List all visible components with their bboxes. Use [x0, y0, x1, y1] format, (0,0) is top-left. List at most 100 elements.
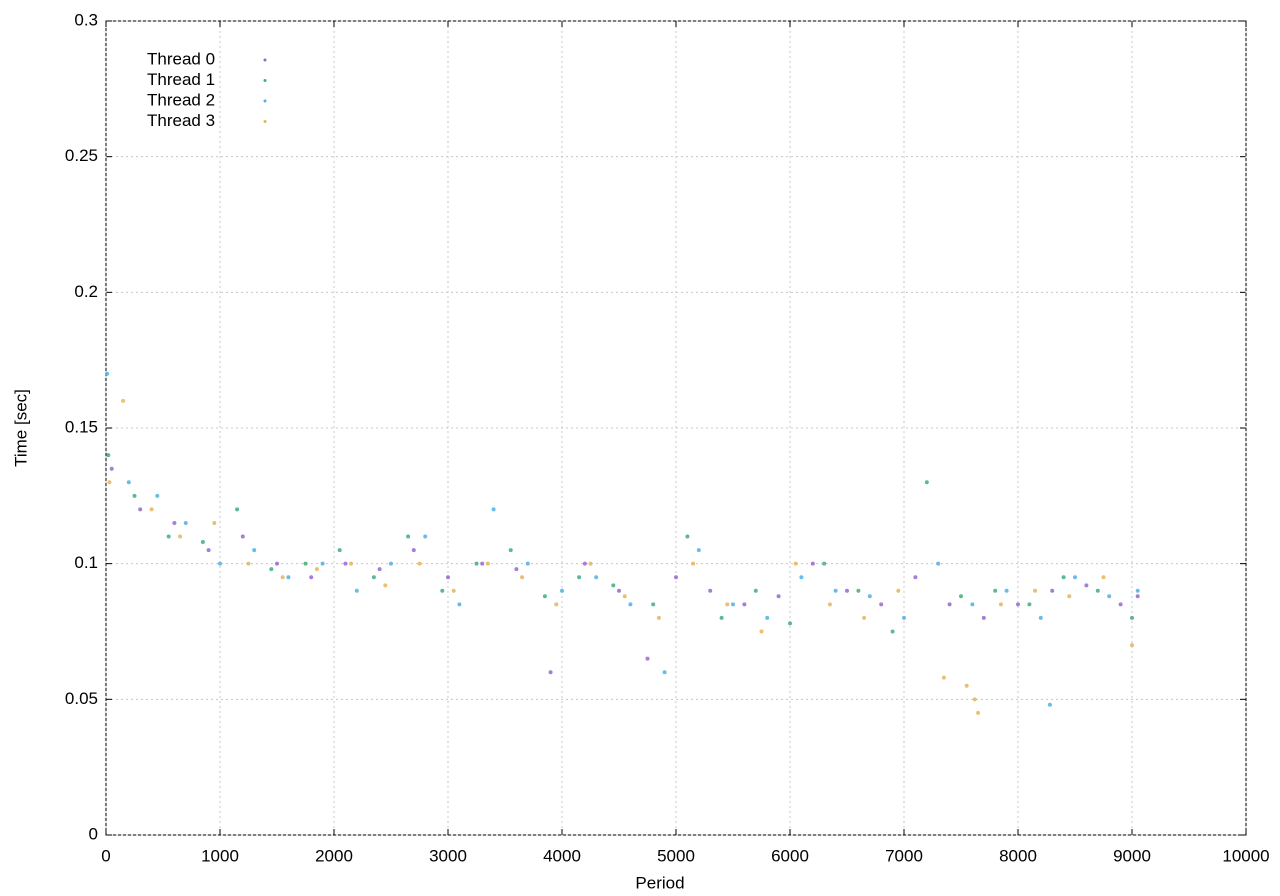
- point: [508, 548, 513, 553]
- point: [1107, 594, 1112, 599]
- y-tick-label: 0.05: [65, 689, 98, 708]
- point: [218, 561, 222, 566]
- legend-label: Thread 2: [147, 90, 215, 109]
- y-tick-label: 0.2: [74, 282, 98, 301]
- point: [337, 548, 342, 553]
- point: [200, 539, 205, 544]
- point: [1130, 615, 1134, 620]
- point: [913, 575, 918, 580]
- point: [377, 567, 382, 572]
- point: [269, 567, 274, 572]
- point: [628, 602, 633, 607]
- point: [451, 588, 456, 593]
- point: [109, 466, 114, 471]
- point: [941, 675, 946, 680]
- x-axis-label: Period: [635, 873, 684, 892]
- point: [947, 602, 952, 607]
- point: [981, 615, 986, 620]
- point: [725, 602, 730, 607]
- point: [708, 588, 713, 593]
- point: [1130, 643, 1134, 648]
- point: [178, 534, 183, 539]
- point: [514, 567, 519, 572]
- point: [349, 561, 354, 566]
- point: [389, 561, 393, 566]
- point: [924, 480, 929, 485]
- point: [890, 629, 895, 634]
- point: [1038, 615, 1043, 620]
- point: [1073, 575, 1077, 580]
- point: [212, 520, 217, 525]
- point: [485, 561, 490, 566]
- point: [879, 602, 884, 607]
- legend-marker: [263, 99, 267, 103]
- point: [480, 561, 485, 566]
- point: [793, 561, 798, 566]
- point: [731, 602, 735, 607]
- point: [252, 548, 257, 553]
- point: [976, 710, 981, 715]
- x-tick-label: 9000: [1113, 846, 1151, 865]
- y-tick-label: 0.3: [74, 10, 98, 29]
- x-tick-label: 3000: [429, 846, 467, 865]
- point: [343, 561, 348, 566]
- point: [685, 534, 690, 539]
- legend-label: Thread 1: [147, 70, 215, 89]
- point: [446, 575, 450, 580]
- x-tick-label: 10000: [1222, 846, 1269, 865]
- point: [970, 602, 975, 607]
- point: [617, 588, 621, 593]
- point: [776, 594, 781, 599]
- x-tick-label: 5000: [657, 846, 695, 865]
- point: [896, 588, 901, 593]
- point: [554, 602, 559, 607]
- point: [166, 534, 171, 539]
- point: [275, 561, 279, 566]
- point: [406, 534, 411, 539]
- point: [1004, 588, 1009, 593]
- point: [309, 575, 314, 580]
- point: [383, 583, 388, 588]
- point: [1135, 594, 1140, 599]
- point: [417, 561, 422, 566]
- point: [303, 561, 308, 566]
- point: [107, 480, 112, 485]
- point: [765, 615, 770, 620]
- point: [662, 670, 667, 675]
- point: [105, 371, 110, 376]
- point: [1101, 575, 1106, 580]
- point: [474, 561, 479, 566]
- x-tick-label: 0: [101, 846, 110, 865]
- point: [799, 575, 804, 580]
- point: [548, 670, 553, 675]
- point: [1047, 702, 1052, 707]
- point: [845, 588, 849, 593]
- point: [314, 567, 319, 572]
- point: [138, 507, 143, 512]
- point: [810, 561, 815, 566]
- point: [320, 561, 325, 566]
- point: [235, 507, 240, 512]
- point: [959, 594, 963, 599]
- point: [1135, 588, 1140, 593]
- x-tick-label: 7000: [885, 846, 923, 865]
- point: [525, 561, 530, 566]
- legend-label: Thread 0: [147, 49, 215, 68]
- point: [1067, 594, 1072, 599]
- point: [520, 575, 525, 580]
- point: [862, 615, 867, 620]
- point: [542, 594, 547, 599]
- point: [588, 561, 593, 566]
- point: [246, 561, 251, 566]
- point: [719, 615, 724, 620]
- point: [577, 575, 582, 580]
- point: [1027, 602, 1032, 607]
- point: [280, 575, 285, 580]
- point: [788, 621, 792, 626]
- point: [622, 594, 627, 599]
- y-tick-label: 0.15: [65, 417, 98, 436]
- point: [121, 398, 126, 403]
- point: [856, 588, 861, 593]
- legend-marker: [263, 120, 267, 123]
